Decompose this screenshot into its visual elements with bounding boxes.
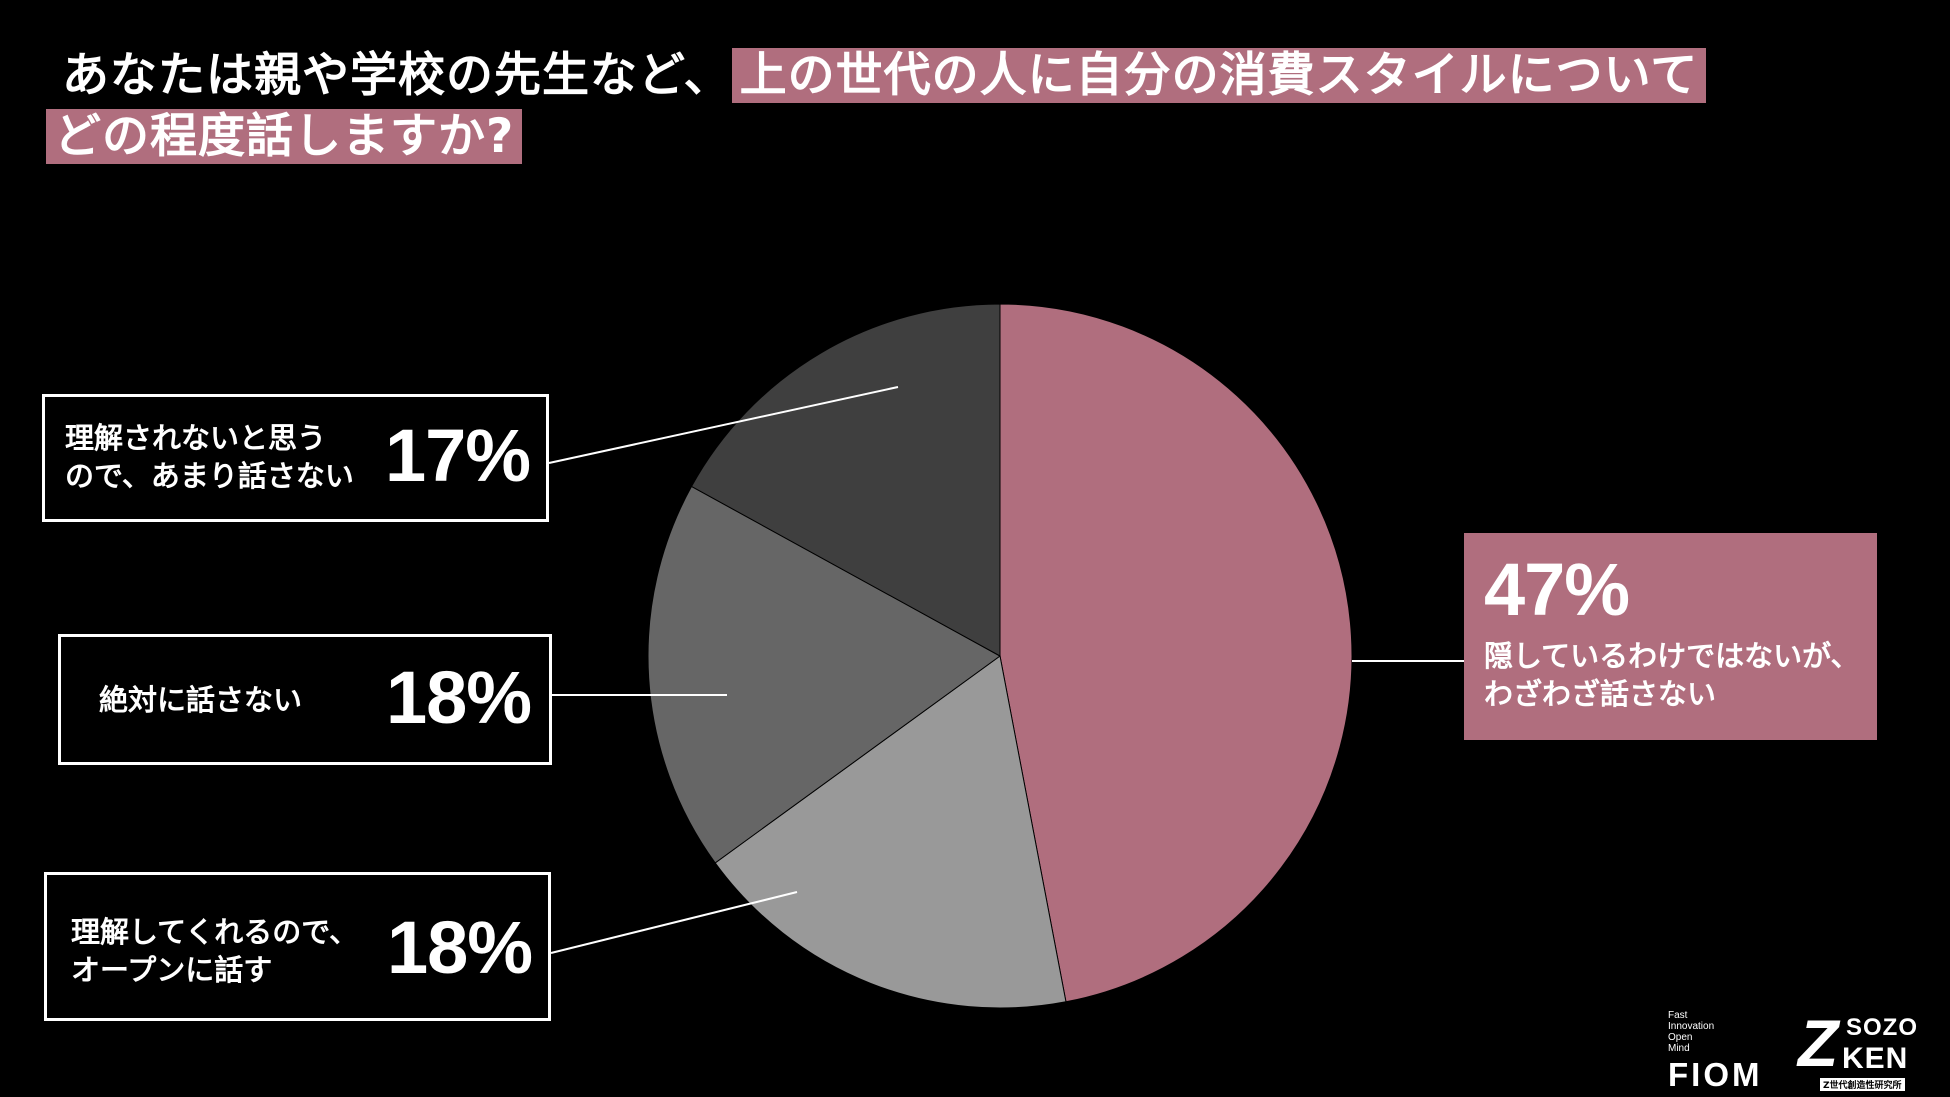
label-box-never: 絶対に話さない 18% [58,634,552,765]
fiom-tagline: Fast Innovation Open Mind [1668,1010,1715,1054]
slice-label-open: 理解してくれるので、 オープンに話す [71,915,359,987]
sozo-wordmark-top: SOZO [1846,1014,1919,1041]
slice-percent-misunderstood: 17% [385,414,531,497]
pie-slice-open [714,655,1067,1009]
slice-label-never: 絶対に話さない [99,683,303,717]
slice-label-misunderstood: 理解されないと思う ので、あまり話さない [65,421,354,493]
chart-title-line-2: どの程度話しますか? [46,106,523,168]
slice-percent-never: 18% [386,656,532,739]
chart-title-line-1: あなたは親や学校の先生など、 上の世代の人に自分の消費スタイルについて [62,45,1707,107]
fiom-wordmark: FIOM [1668,1056,1763,1093]
pie-slice-misunderstood [690,303,1001,657]
slice-label-hidden: 隠しているわけではないが、 わざわざ話さない [1484,639,1860,711]
fiom-logo: Fast Innovation Open Mind FIOM [1668,1010,1762,1094]
sozo-z-mark: Z [1798,1006,1839,1080]
pie-slice-never [647,485,1001,864]
sozo-subtitle: Z世代創造性研究所 [1820,1078,1905,1091]
title-highlight-text-1: 上の世代の人に自分の消費スタイルについて [731,48,1707,103]
label-box-misunderstood: 理解されないと思う ので、あまり話さない 17% [42,394,549,522]
title-plain-text: あなたは親や学校の先生など、 [62,48,732,103]
pie-slice-hidden [999,303,1353,1003]
slice-percent-hidden: 47% [1484,548,1630,631]
slice-percent-open: 18% [387,906,533,989]
sozo-ken-logo: Z SOZO KEN Z世代創造性研究所 [1798,1006,1919,1091]
leader-line-open [550,891,798,954]
label-box-hidden: 47% 隠しているわけではないが、 わざわざ話さない [1464,533,1877,740]
label-box-open: 理解してくれるので、 オープンに話す 18% [44,872,551,1021]
leader-line-misunderstood [548,386,899,464]
sozo-wordmark-bottom: KEN [1842,1042,1909,1075]
title-highlight-text-2: どの程度話しますか? [46,109,523,164]
